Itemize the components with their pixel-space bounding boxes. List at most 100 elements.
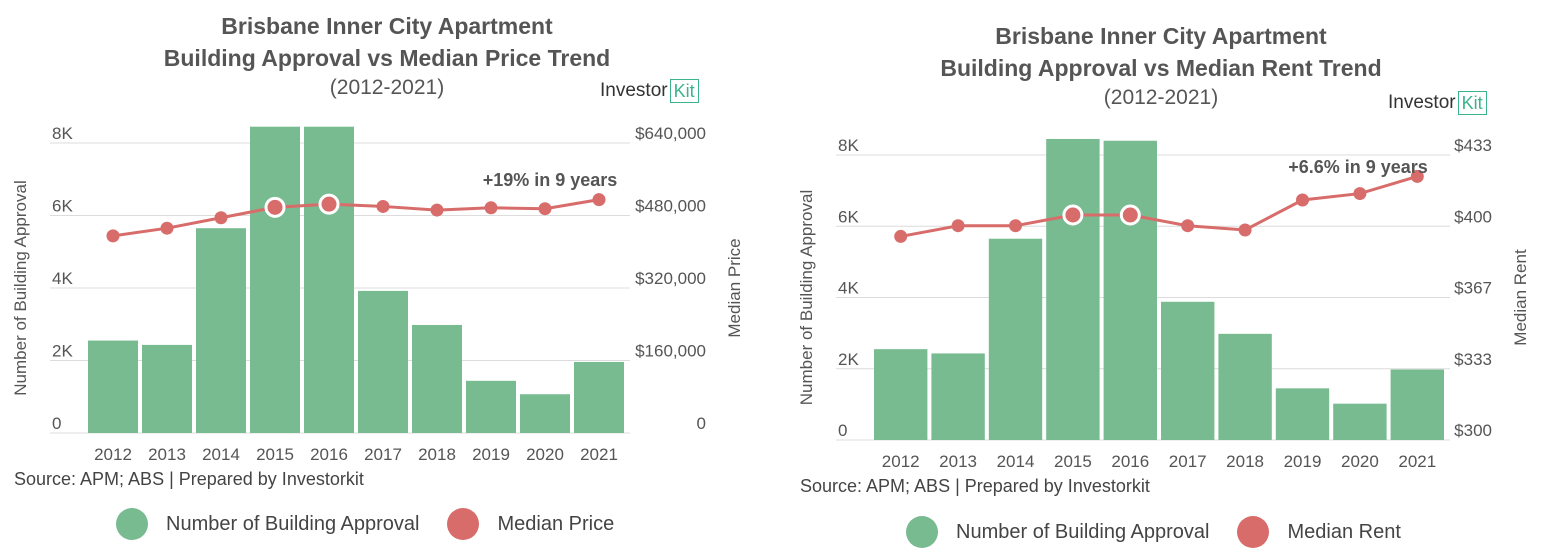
bar-2015 [250, 126, 300, 433]
legend-item-median-price[interactable]: Median Price [447, 508, 614, 540]
legend-swatch-bar [906, 516, 938, 548]
left-tick-label: 4K [838, 279, 859, 298]
chart-title-line2: Building Approval vs Median Rent Trend [940, 55, 1382, 81]
legend-item-building-approval[interactable]: Number of Building Approval [116, 508, 419, 540]
legend-item-median-rent[interactable]: Median Rent [1237, 516, 1401, 548]
x-tick-label: 2021 [580, 445, 618, 464]
chart-legend[interactable]: Number of Building Approval Median Price [116, 508, 642, 540]
bar-2019 [466, 380, 516, 433]
x-tick-label: 2018 [418, 445, 456, 464]
line-point-2012 [894, 229, 908, 243]
bar-2018 [1218, 333, 1272, 440]
right-tick-label: $160,000 [635, 342, 706, 361]
right-tick-label: $300 [1454, 421, 1492, 440]
line-point-2015 [1062, 204, 1084, 226]
line-point-2020 [1353, 187, 1367, 201]
line-point-2021 [592, 193, 606, 207]
line-point-2019 [1296, 193, 1309, 207]
bar-2015 [1046, 138, 1100, 440]
right-tick-label: $433 [1454, 136, 1492, 155]
line-point-2017 [376, 199, 390, 213]
line-point-2020 [538, 202, 552, 216]
legend-item-building-approval[interactable]: Number of Building Approval [906, 516, 1209, 548]
left-tick-label: 0 [52, 414, 61, 433]
bar-2021 [1390, 369, 1444, 440]
bar-2016 [304, 126, 354, 433]
x-tick-label: 2015 [256, 445, 294, 464]
bar-2018 [412, 324, 462, 433]
line-point-2019 [484, 201, 498, 215]
x-tick-label: 2020 [526, 445, 564, 464]
right-tick-label: $640,000 [635, 124, 706, 143]
x-tick-label: 2016 [1111, 452, 1149, 471]
line-point-2021 [1410, 169, 1424, 183]
x-tick-label: 2013 [148, 445, 186, 464]
chart-annotation: +19% in 9 years [483, 170, 618, 190]
chart-plot-price: 0 0 2K $160,000 4K $320,000 6K $480,000 8K $640,0… [11, 124, 744, 464]
x-tick-label: 2014 [202, 445, 240, 464]
legend-swatch-bar [116, 508, 148, 540]
legend-swatch-line [447, 508, 480, 540]
bar-2019 [1275, 388, 1330, 440]
investorkit-logo: Investor Kit [600, 79, 699, 103]
bar-2012 [88, 340, 138, 433]
bar-2020 [520, 394, 570, 433]
x-tick-label: 2017 [1169, 452, 1207, 471]
chart-title-line1: Brisbane Inner City Apartment [995, 23, 1327, 49]
chart-source: Source: APM; ABS | Prepared by Investork… [800, 476, 1150, 496]
line-point-2018 [430, 203, 444, 217]
left-tick-label: 4K [52, 269, 73, 288]
x-tick-label: 2016 [310, 445, 348, 464]
left-tick-label: 0 [838, 421, 847, 440]
chart-legend[interactable]: Number of Building Approval Median Rent [906, 516, 1429, 548]
chart-source: Source: APM; ABS | Prepared by Investork… [14, 469, 364, 489]
bar-2017 [1161, 301, 1215, 440]
line-point-2016 [318, 193, 340, 215]
line-point-2015 [264, 196, 286, 218]
chart-subtitle: (2012-2021) [329, 76, 445, 99]
bar-2013 [931, 353, 985, 440]
line-point-2016 [1119, 204, 1141, 226]
right-tick-label: $480,000 [635, 197, 706, 216]
x-tick-label: 2014 [997, 452, 1035, 471]
right-tick-label: $400 [1454, 207, 1492, 226]
chart-title-line2: Building Approval vs Median Price Trend [163, 45, 611, 71]
chart-annotation: +6.6% in 9 years [1288, 157, 1428, 177]
kit-logo-mark: Kit [669, 79, 699, 103]
chart-plot-rent: 0 $300 2K $333 4K $367 6K $400 8K $433 2012 2013 201… [797, 136, 1530, 471]
bar-2016 [1103, 140, 1157, 440]
left-tick-label: 6K [52, 197, 73, 216]
y-axis-label-right: Median Rent [1511, 249, 1530, 346]
x-tick-label: 2021 [1398, 452, 1436, 471]
x-tick-label: 2019 [472, 445, 510, 464]
line-point-2013 [160, 221, 174, 235]
line-point-2013 [951, 219, 965, 233]
x-tick-label: 2012 [94, 445, 132, 464]
x-tick-label: 2017 [364, 445, 402, 464]
bar-2012 [874, 349, 928, 440]
x-tick-label: 2020 [1341, 452, 1379, 471]
legend-swatch-line [1237, 516, 1270, 548]
line-point-2014 [1009, 219, 1022, 233]
line-point-2018 [1238, 223, 1252, 237]
x-tick-label: 2019 [1284, 452, 1322, 471]
left-tick-label: 2K [52, 342, 73, 361]
line-point-2012 [106, 229, 120, 243]
chart-subtitle: (2012-2021) [1103, 86, 1219, 109]
bar-2017 [358, 290, 408, 433]
left-tick-label: 8K [838, 136, 859, 155]
x-tick-label: 2012 [882, 452, 920, 471]
line-median [112, 198, 600, 238]
right-tick-label: $367 [1454, 279, 1492, 298]
line-point-2017 [1181, 219, 1195, 233]
y-axis-label-left: Number of Building Approval [11, 180, 30, 395]
bar-2021 [574, 361, 624, 433]
kit-logo-mark: Kit [1457, 91, 1487, 115]
bar-2014 [196, 228, 246, 433]
left-tick-label: 6K [838, 207, 859, 226]
bar-2020 [1333, 403, 1387, 440]
y-axis-label-right: Median Price [725, 238, 744, 337]
line-point-2014 [214, 211, 228, 225]
left-tick-label: 2K [838, 350, 859, 369]
left-tick-label: 8K [52, 124, 73, 143]
